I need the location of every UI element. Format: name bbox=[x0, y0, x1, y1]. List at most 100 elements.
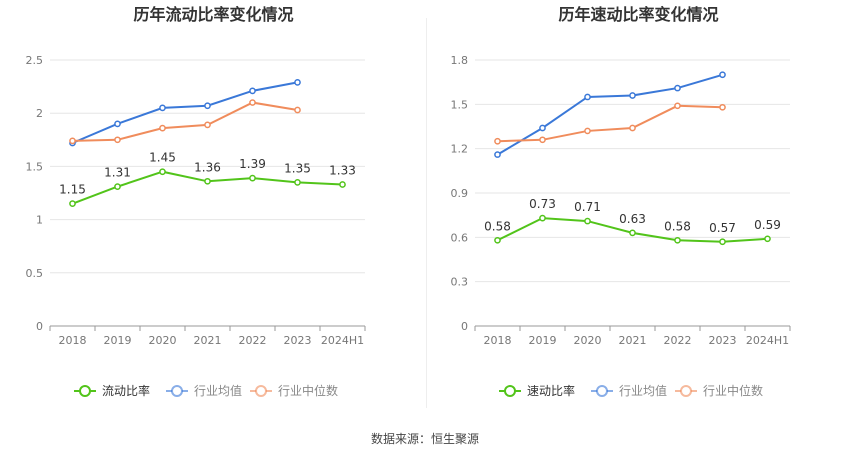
y-tick-label: 1.8 bbox=[451, 54, 469, 67]
data-point bbox=[719, 71, 726, 79]
data-point bbox=[494, 137, 501, 145]
data-point bbox=[719, 238, 726, 246]
data-point bbox=[114, 136, 121, 144]
data-point bbox=[539, 124, 546, 132]
legend-item: 行业均值 bbox=[166, 383, 242, 398]
data-point bbox=[494, 236, 501, 244]
legend-swatch-marker bbox=[504, 385, 516, 397]
data-point bbox=[294, 78, 301, 86]
data-label: 0.73 bbox=[529, 197, 556, 211]
legend-swatch-marker bbox=[171, 385, 183, 397]
legend-label: 速动比率 bbox=[527, 383, 575, 398]
data-point bbox=[584, 127, 591, 135]
legend-item: 行业均值 bbox=[591, 383, 667, 398]
y-tick-label: 0 bbox=[36, 320, 43, 333]
data-label: 1.15 bbox=[59, 183, 86, 197]
series-line-2 bbox=[497, 104, 723, 143]
legend-label: 行业均值 bbox=[619, 383, 667, 398]
y-tick-label: 0.6 bbox=[451, 231, 469, 244]
legend-swatch-marker bbox=[596, 385, 608, 397]
x-tick-label: 2018 bbox=[59, 334, 87, 347]
data-point bbox=[584, 93, 591, 101]
data-point bbox=[204, 102, 211, 110]
data-point bbox=[339, 181, 346, 188]
series-line-2 bbox=[72, 101, 298, 142]
panel-divider bbox=[426, 18, 427, 408]
legend-item: 行业中位数 bbox=[250, 383, 338, 398]
x-tick-label: 2024H1 bbox=[746, 334, 789, 347]
data-label: 0.71 bbox=[574, 200, 601, 214]
data-label: 1.33 bbox=[329, 163, 356, 177]
y-tick-label: 0.3 bbox=[451, 276, 469, 289]
data-point bbox=[159, 168, 166, 176]
data-point bbox=[494, 151, 501, 158]
data-label: 1.39 bbox=[239, 157, 266, 171]
data-point bbox=[584, 217, 591, 225]
y-tick-label: 0.9 bbox=[451, 187, 469, 200]
data-label: 0.59 bbox=[754, 218, 781, 232]
current-ratio-chart: 历年流动比率变化情况 0 0.5 1 1.5 2 2.5 2018 2019 2020 2021 20… bbox=[0, 0, 425, 420]
data-point bbox=[69, 200, 76, 207]
data-point bbox=[69, 137, 76, 145]
series-line-1 bbox=[72, 81, 298, 144]
y-tick-label: 1 bbox=[36, 214, 43, 227]
y-tick-label: 2 bbox=[36, 107, 43, 120]
legend-item: 速动比率 bbox=[499, 383, 575, 398]
y-tick-label: 1.2 bbox=[451, 143, 469, 156]
data-point bbox=[764, 235, 771, 243]
y-tick-label: 1.5 bbox=[451, 98, 469, 111]
x-tick-label: 2021 bbox=[194, 334, 222, 347]
y-tick-label: 2.5 bbox=[26, 54, 44, 67]
x-tick-label: 2019 bbox=[529, 334, 557, 347]
x-tick-label: 2019 bbox=[104, 334, 132, 347]
legend-swatch-marker bbox=[255, 385, 267, 397]
data-point bbox=[114, 120, 121, 128]
data-point bbox=[294, 106, 301, 114]
data-point bbox=[674, 84, 681, 92]
data-point bbox=[719, 103, 726, 111]
x-tick-label: 2021 bbox=[619, 334, 647, 347]
legend-label: 流动比率 bbox=[102, 383, 150, 398]
quick-ratio-chart-svg: 历年速动比率变化情况 0 0.3 0.6 0.9 1.2 1.5 1.8 2018 2019 202… bbox=[451, 5, 791, 398]
data-point bbox=[674, 102, 681, 110]
data-point bbox=[539, 214, 546, 222]
data-label: 1.35 bbox=[284, 161, 311, 175]
x-tick-label: 2018 bbox=[484, 334, 512, 347]
x-tick-label: 2020 bbox=[149, 334, 177, 347]
data-point bbox=[674, 236, 681, 244]
x-tick-label: 2022 bbox=[664, 334, 692, 347]
current-ratio-chart-svg: 历年流动比率变化情况 0 0.5 1 1.5 2 2.5 2018 2019 2020 2021 20… bbox=[26, 5, 366, 398]
data-source-note: 数据来源：恒生聚源 bbox=[370, 432, 479, 446]
data-point bbox=[204, 177, 211, 185]
x-tick-label: 2024H1 bbox=[321, 334, 364, 347]
y-tick-label: 0 bbox=[461, 320, 468, 333]
data-point bbox=[539, 136, 546, 144]
data-point bbox=[629, 229, 636, 237]
y-tick-label: 0.5 bbox=[26, 267, 44, 280]
quick-ratio-chart: 历年速动比率变化情况 0 0.3 0.6 0.9 1.2 1.5 1.8 2018 2019 202… bbox=[425, 0, 850, 420]
legend-label: 行业均值 bbox=[194, 383, 242, 398]
chart-title: 历年速动比率变化情况 bbox=[558, 5, 718, 24]
data-point bbox=[249, 174, 256, 182]
legend-label: 行业中位数 bbox=[703, 383, 763, 398]
data-point bbox=[159, 104, 166, 112]
legend-label: 行业中位数 bbox=[278, 383, 338, 398]
data-label: 0.57 bbox=[709, 221, 736, 235]
data-label: 1.36 bbox=[194, 160, 221, 174]
data-label: 0.58 bbox=[484, 219, 511, 233]
data-point bbox=[249, 99, 256, 106]
legend-swatch-marker bbox=[79, 385, 91, 397]
data-point bbox=[159, 124, 166, 132]
x-tick-label: 2020 bbox=[574, 334, 602, 347]
data-label: 1.45 bbox=[149, 151, 176, 165]
data-point bbox=[204, 121, 211, 129]
data-label: 0.58 bbox=[664, 219, 691, 233]
x-tick-label: 2022 bbox=[239, 334, 267, 347]
data-point bbox=[629, 124, 636, 132]
data-point bbox=[249, 87, 256, 95]
x-tick-label: 2023 bbox=[709, 334, 737, 347]
data-point bbox=[114, 183, 121, 190]
data-point bbox=[629, 92, 636, 99]
legend-item: 行业中位数 bbox=[675, 383, 763, 398]
data-label: 1.31 bbox=[104, 166, 131, 180]
